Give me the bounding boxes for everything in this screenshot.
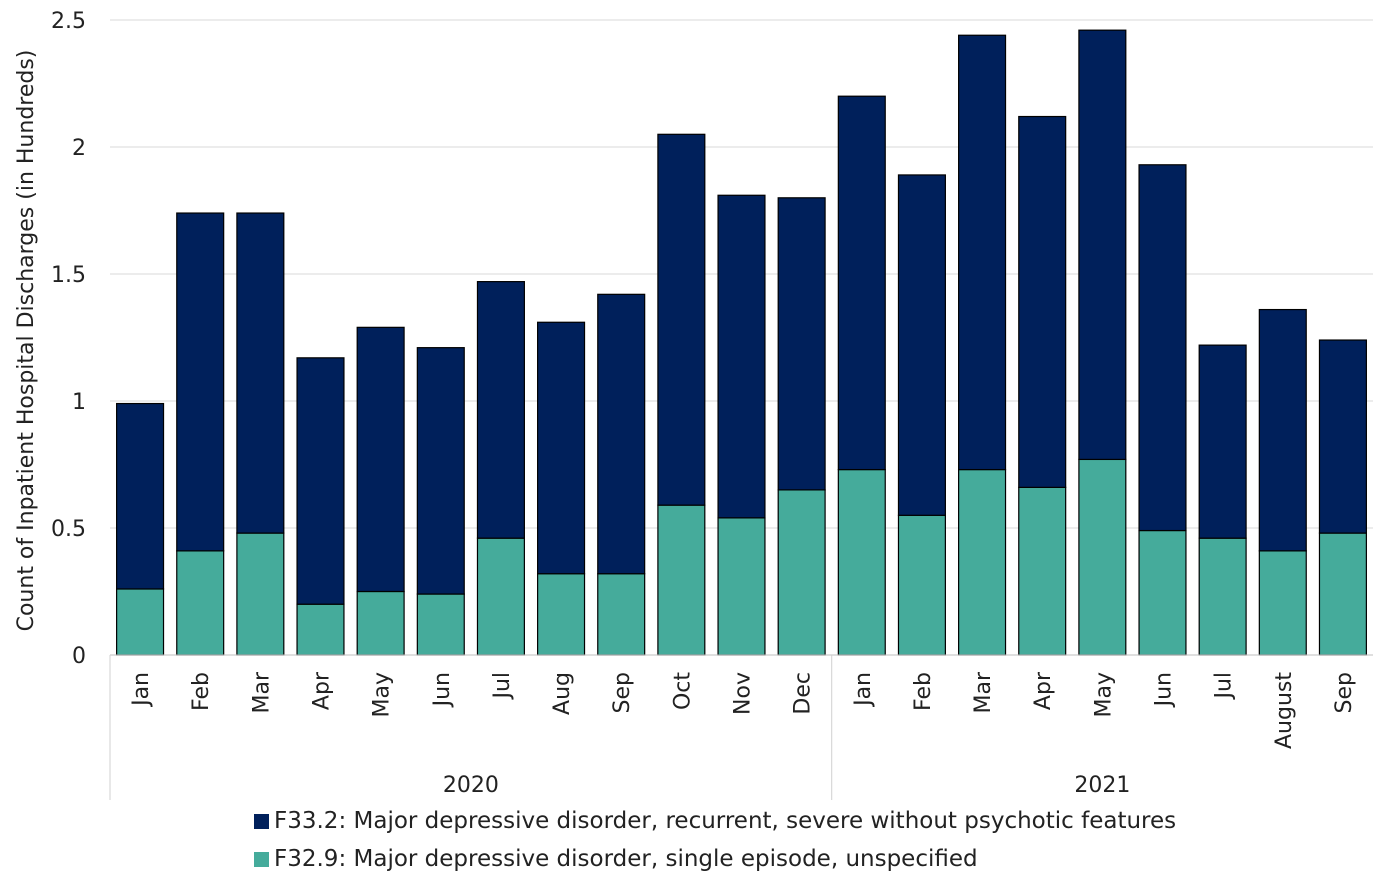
legend-label-f33-2: F33.2: Major depressive disorder, recurr… [274,808,1177,834]
bar-f32-9 [1018,486,1067,656]
bar-f33-2 [416,347,465,595]
bar-f32-9 [236,532,285,656]
bars [116,29,1367,656]
bar-f32-9 [717,517,766,656]
bar-f32-9 [958,468,1007,656]
bar-f32-9 [1258,550,1307,656]
bar-f33-2 [176,212,225,552]
bar-f32-9 [597,573,646,656]
y-tick-label: 2 [72,136,86,161]
bar-f33-2 [476,281,525,539]
x-tick-label: Mar [971,671,996,713]
legend-item-f32-9: F32.9: Major depressive disorder, single… [254,846,978,872]
bar-f33-2 [1258,308,1307,552]
bar-f32-9 [837,468,886,656]
bar-f32-9 [176,550,225,656]
bar-f33-2 [657,133,706,506]
y-tick-label: 0 [72,644,86,669]
bar-f33-2 [116,402,165,590]
bar-f33-2 [837,95,886,471]
bar-f32-9 [897,514,946,656]
bar-f32-9 [657,504,706,656]
bar-f32-9 [416,593,465,656]
bar-f33-2 [537,321,586,575]
bar-f33-2 [1198,344,1247,539]
bar-f33-2 [1018,115,1067,488]
y-tick-label: 1 [72,390,86,415]
bar-f33-2 [1318,339,1367,534]
bar-f33-2 [717,194,766,519]
bar-f32-9 [116,588,165,656]
x-tick-label: Feb [911,672,936,711]
x-tick-label: Apr [1031,671,1056,710]
y-tick-label: 1.5 [51,263,86,288]
group-label: 2021 [1074,773,1130,798]
x-tick-label: Sep [1332,672,1357,713]
bar-f32-9 [476,537,525,656]
x-tick-label: Jun [430,672,455,708]
bar-f32-9 [296,603,345,656]
bar-f33-2 [356,326,405,593]
bar-f32-9 [1138,529,1187,656]
bar-f33-2 [958,34,1007,471]
bar-f33-2 [597,293,646,575]
group-label: 2020 [443,773,499,798]
x-tick-label: Jun [1152,672,1177,708]
bar-f33-2 [897,174,946,516]
x-tick-label: Aug [550,672,575,715]
x-tick-label: August [1272,672,1297,749]
x-tick-label: Jul [1212,672,1237,701]
bar-f33-2 [296,357,345,605]
legend-item-f33-2: F33.2: Major depressive disorder, recurr… [254,808,1176,834]
bar-f33-2 [1078,29,1127,461]
x-tick-label: Nov [731,672,756,715]
legend-swatch-f32-9 [254,851,269,867]
legend-label-f32-9: F32.9: Major depressive disorder, single… [274,846,978,872]
x-tick-label: May [370,672,395,717]
x-tick-label: Jul [490,672,515,701]
bar-f33-2 [236,212,285,534]
bar-f33-2 [1138,164,1187,532]
x-tick-label: May [1091,672,1116,717]
x-tick-label: Apr [310,671,335,710]
y-tick-label: 2.5 [51,9,86,34]
bar-f32-9 [1318,532,1367,656]
axes [109,654,1373,800]
x-tick-label: Mar [249,671,274,713]
bar-f32-9 [356,590,405,656]
bar-f33-2 [777,197,826,491]
x-tick-label: Dec [791,672,816,715]
bar-f32-9 [1198,537,1247,656]
bar-f32-9 [537,573,586,656]
bar-f32-9 [1078,458,1127,656]
legend-swatch-f33-2 [254,813,269,829]
bar-f32-9 [777,489,826,656]
x-tick-label: Jan [851,672,876,708]
x-tick-label: Oct [670,672,695,710]
tick-labels: 0 0.5 1 1.5 2 2.5 Count of Inpatient Hospital … [14,9,1357,798]
y-axis-label: Count of Inpatient Hospital Discharges (… [14,50,39,632]
x-tick-label: Sep [610,672,635,713]
y-tick-label: 0.5 [51,517,86,542]
x-tick-label: Jan [129,672,154,708]
x-tick-label: Feb [189,672,214,711]
